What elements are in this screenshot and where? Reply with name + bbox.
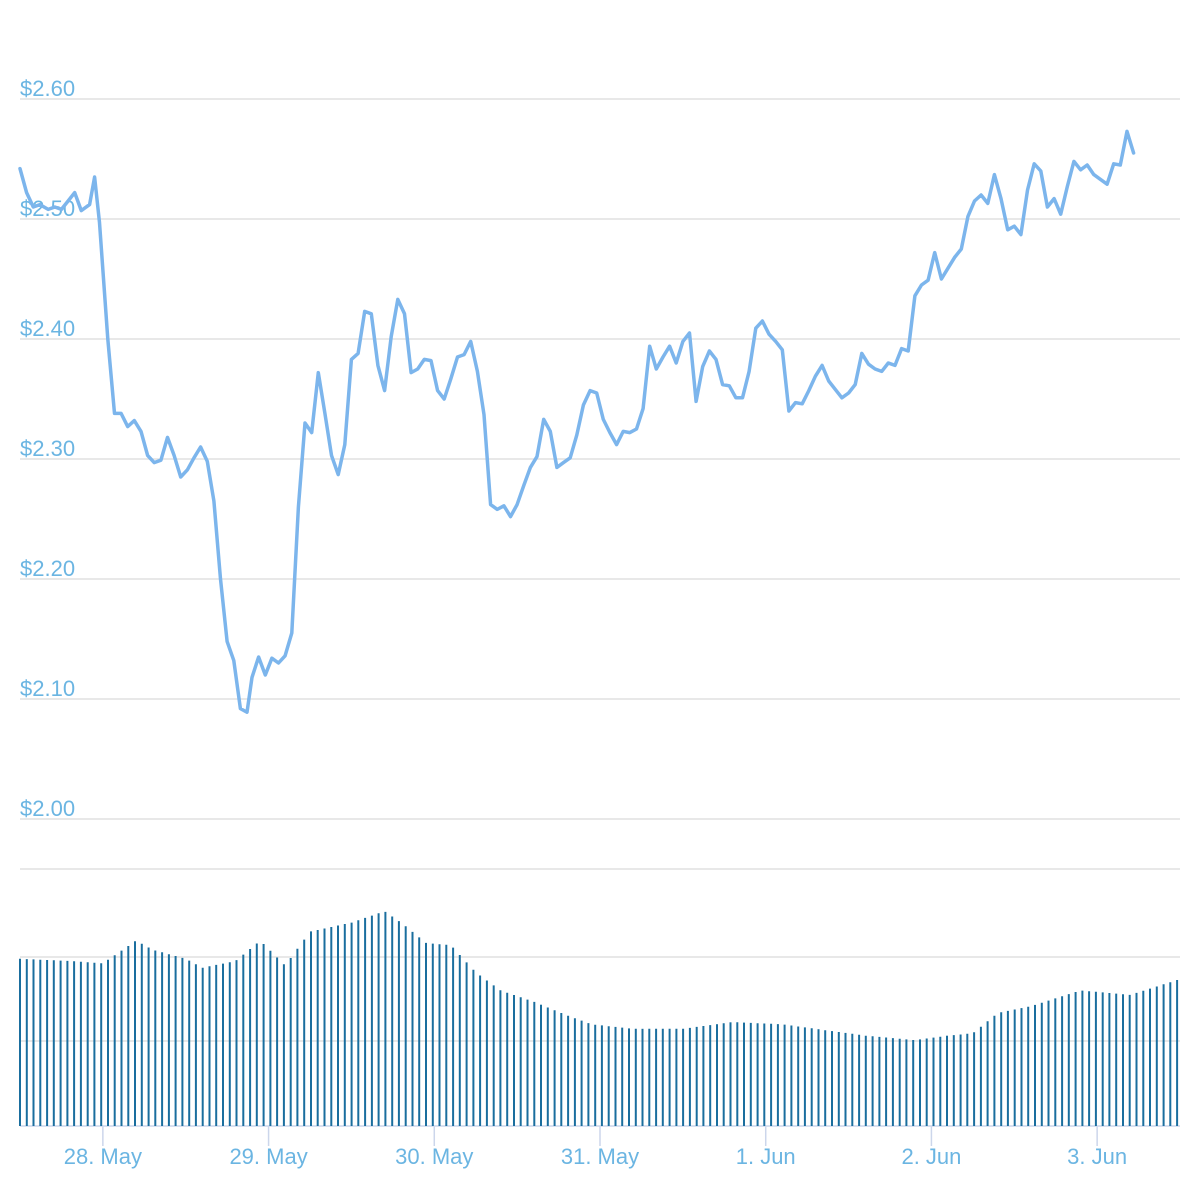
x-tick-label: 3. Jun [1067,1144,1127,1169]
volume-series [19,911,1179,1126]
x-tick-label: 1. Jun [736,1144,796,1169]
y-axis: $2.60 $2.50 $2.40 $2.30 $2.20 $2.10 $2.0… [20,76,75,821]
x-tick-label: 31. May [561,1144,639,1169]
y-tick-label: $2.30 [20,436,75,461]
price-series [18,129,1136,714]
y-tick-label: $2.60 [20,76,75,101]
x-tick-label: 30. May [395,1144,473,1169]
price-line [18,129,1136,714]
y-tick-label: $2.20 [20,556,75,581]
x-tick-label: 28. May [64,1144,142,1169]
x-axis: 28. May 29. May 30. May 31. May 1. Jun 2… [64,1126,1127,1169]
y-tick-label: $2.40 [20,316,75,341]
x-tick-label: 29. May [229,1144,307,1169]
y-tick-label: $2.10 [20,676,75,701]
gridlines [20,98,1180,1127]
y-tick-label: $2.00 [20,796,75,821]
x-tick-label: 2. Jun [901,1144,961,1169]
